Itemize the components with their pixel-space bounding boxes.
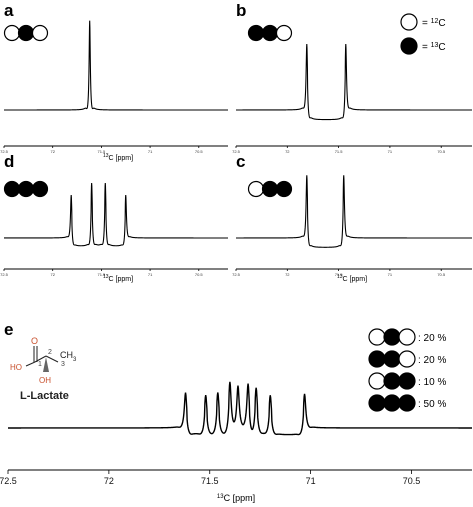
x-axis-label-d: 13C [ppm] [103,274,133,283]
iso-legend-circle-3-1 [383,394,401,412]
atom-ch3: CH3 [60,350,77,363]
iso-legend-circle-1-2 [398,350,416,368]
iso-legend-circle-2-2 [398,372,416,390]
isotopomer-circle-b-2 [275,24,293,42]
spectrum-line-c [236,175,472,248]
isotope-legend-circle-0 [400,13,418,31]
x-tick-label-d-4: 70.5 [195,272,204,277]
x-tick-label-e-1: 72 [104,476,114,486]
iso-legend-circle-1-1 [383,350,401,368]
x-tick-label-d-2: 71.5 [97,272,106,277]
x-tick-label-a-2: 71.5 [97,149,106,154]
atom-number-1: 1 [38,361,42,368]
iso-legend-circle-0-1 [383,328,401,346]
isotopomer-circle-c-0 [247,180,265,198]
spectrum-line-d [4,182,228,247]
isotopomer-circle-d-1 [17,180,35,198]
isotopomer-circle-c-1 [261,180,279,198]
x-tick-label-e-3: 71 [306,476,316,486]
isotopomer-circle-b-1 [261,24,279,42]
x-tick-label-e-4: 70.5 [403,476,421,486]
x-tick-label-b-2: 71.5 [335,149,344,154]
iso-legend-label-3: : 50 % [418,399,446,410]
spectrum-line-b [236,44,472,121]
isotope-legend: = 12C = 13C [400,13,446,55]
iso-legend-label-0: : 20 % [418,333,446,344]
x-tick-label-a-1: 72 [50,149,55,154]
iso-legend-circle-1-0 [368,350,386,368]
iso-legend-circle-3-0 [368,394,386,412]
bond-c2-c3 [45,355,59,363]
atom-oh: OH [39,376,51,385]
panel-b: b 72.5 72 71.5 71 70.5 [232,1,472,154]
isotope-legend-text-0: = 12C [422,18,446,30]
iso-legend-circle-2-0 [368,372,386,390]
isotopomer-circle-d-0 [3,180,21,198]
x-tick-label-c-0: 72.5 [232,272,241,277]
x-tick-label-b-3: 71 [388,149,393,154]
x-tick-label-d-0: 72.5 [0,272,9,277]
iso-legend-circle-3-2 [398,394,416,412]
isotopomer-circle-a-1 [17,24,35,42]
atom-number-3: 3 [61,361,65,368]
x-tick-label-e-2: 71.5 [201,476,219,486]
atom-number-2: 2 [48,349,52,356]
panel-label-d: d [4,152,14,171]
isotopomer-circle-b-0 [247,24,265,42]
panel-e: e 72.5 72 71.5 71 70.5 13C [ppm] : 20 % : 20 % : … [0,320,472,503]
x-axis-label-c: 13C [ppm] [337,274,367,283]
x-tick-label-b-1: 72 [285,149,290,154]
x-tick-label-b-0: 72.5 [232,149,241,154]
isotopomer-circle-a-2 [31,24,49,42]
molecule-name: L-Lactate [20,390,69,402]
iso-legend-circle-0-2 [398,328,416,346]
x-tick-label-a-4: 70.5 [195,149,204,154]
x-tick-label-a-3: 71 [148,149,153,154]
spectrum-line-a [4,20,228,111]
atom-o: O [31,336,38,346]
isotopomer-circle-c-2 [275,180,293,198]
isotopomer-circle-a-0 [3,24,21,42]
iso-legend-circle-0-0 [368,328,386,346]
panel-label-a: a [4,1,14,20]
panel-label-e: e [4,320,13,339]
wedge-bond-c2-oh [43,357,49,372]
panel-label-c: c [236,152,245,171]
iso-legend-label-1: : 20 % [418,355,446,366]
atom-ho: HO [10,363,22,372]
x-tick-label-c-3: 71 [388,272,393,277]
panel-a: a 72.5 72 71.5 71 70.5 13C [ppm] [0,1,228,162]
iso-legend-circle-2-1 [383,372,401,390]
x-tick-label-c-1: 72 [285,272,290,277]
isotope-legend-circle-1 [400,37,418,55]
iso-legend-label-2: : 10 % [418,377,446,388]
spectrum-line-e [8,381,472,436]
x-tick-label-d-1: 72 [50,272,55,277]
panel-label-b: b [236,1,246,20]
x-tick-label-e-0: 72.5 [0,476,17,486]
x-tick-label-d-3: 71 [148,272,153,277]
x-tick-label-a-0: 72.5 [0,149,9,154]
isotope-legend-text-1: = 13C [422,42,446,54]
x-tick-label-b-4: 70.5 [437,149,446,154]
x-axis-label-e: 13C [ppm] [217,493,255,503]
isotopomer-circle-d-2 [31,180,49,198]
bond-c1-ho [25,361,36,367]
x-tick-label-c-4: 70.5 [437,272,446,277]
x-tick-label-c-2: 71.5 [335,272,344,277]
x-axis-label-a: 13C [ppm] [103,153,133,162]
